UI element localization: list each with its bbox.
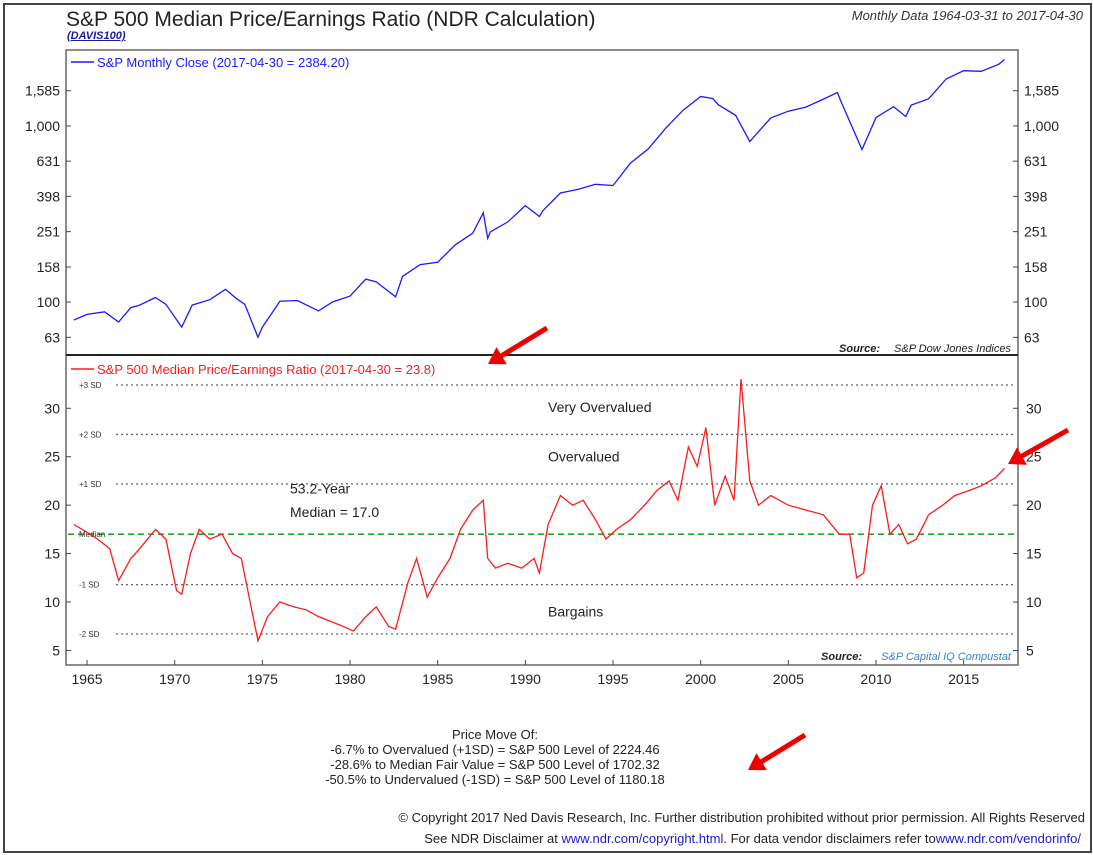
y-tick-label: 63 bbox=[44, 329, 60, 345]
sd-label: Median bbox=[79, 530, 105, 539]
source-label: Source: bbox=[821, 651, 862, 663]
price-move-notes: Price Move Of: -6.7% to Overvalued (+1SD… bbox=[300, 727, 690, 787]
y-tick-label: 100 bbox=[37, 294, 61, 310]
annotation-arrow-icon bbox=[497, 325, 549, 360]
chart-title: S&P 500 Median Price/Earnings Ratio (NDR… bbox=[66, 8, 596, 31]
annotation-arrow-icon-head bbox=[1008, 447, 1027, 465]
x-tick-label: 2010 bbox=[860, 671, 891, 687]
x-tick-label: 1975 bbox=[247, 671, 278, 687]
y-tick-label-right: 30 bbox=[1026, 400, 1042, 416]
sd-label: +3 SD bbox=[79, 381, 102, 390]
vendor-link[interactable]: www.ndr.com/vendorinfo/ bbox=[935, 831, 1081, 846]
pe-ratio-line bbox=[73, 379, 1005, 644]
note-line: -6.7% to Overvalued (+1SD) = S&P 500 Lev… bbox=[330, 742, 660, 757]
y-tick-label-right: 1,585 bbox=[1024, 83, 1059, 99]
y-tick-label: 10 bbox=[44, 594, 60, 610]
y-tick-label: 20 bbox=[44, 497, 60, 513]
annotation-arrow-icon-head bbox=[748, 753, 767, 771]
annotation-arrow-icon bbox=[757, 732, 807, 766]
y-tick-label-right: 251 bbox=[1024, 224, 1048, 240]
y-tick-label: 5 bbox=[52, 642, 60, 658]
notes-heading: Price Move Of: bbox=[452, 727, 538, 742]
sd-label: -1 SD bbox=[79, 581, 100, 590]
y-tick-label-right: 158 bbox=[1024, 259, 1048, 275]
x-tick-label: 1970 bbox=[159, 671, 190, 687]
y-tick-label: 25 bbox=[44, 449, 60, 465]
sd-label: +2 SD bbox=[79, 430, 102, 439]
chart-frame bbox=[3, 3, 1092, 853]
y-tick-label-right: 1,000 bbox=[1024, 118, 1059, 134]
y-tick-label: 251 bbox=[37, 224, 61, 240]
y-tick-label-right: 100 bbox=[1024, 294, 1048, 310]
annotation-arrow-icon-head bbox=[488, 347, 507, 365]
median-note: 53.2-Year bbox=[290, 481, 351, 497]
x-tick-label: 1995 bbox=[597, 671, 628, 687]
x-tick-label: 2015 bbox=[948, 671, 979, 687]
y-tick-label: 398 bbox=[37, 188, 61, 204]
y-tick-label-right: 5 bbox=[1026, 642, 1034, 658]
legend-pe: S&P 500 Median Price/Earnings Ratio (201… bbox=[97, 362, 435, 377]
ticker-link[interactable]: (DAVIS100) bbox=[67, 30, 126, 42]
sp500-line bbox=[73, 58, 1005, 339]
x-tick-label: 2005 bbox=[773, 671, 804, 687]
y-tick-label-right: 10 bbox=[1026, 594, 1042, 610]
note-line: -28.6% to Median Fair Value = S&P 500 Le… bbox=[330, 757, 660, 772]
y-tick-label-right: 20 bbox=[1026, 497, 1042, 513]
y-tick-label: 1,000 bbox=[25, 118, 60, 134]
disclaimer: See NDR Disclaimer at www.ndr.com/copyri… bbox=[424, 831, 1081, 846]
y-tick-label-right: 631 bbox=[1024, 153, 1048, 169]
y-tick-label: 15 bbox=[44, 546, 60, 562]
disclaimer-mid: . For data vendor disclaimers refer to bbox=[723, 831, 936, 846]
y-tick-label: 1,585 bbox=[25, 83, 60, 99]
annotation-arrow-icon bbox=[1017, 427, 1070, 460]
zone-label: Bargains bbox=[548, 603, 603, 619]
y-tick-label: 30 bbox=[44, 400, 60, 416]
y-tick-label: 158 bbox=[37, 259, 61, 275]
legend-sp500: S&P Monthly Close (2017-04-30 = 2384.20) bbox=[97, 55, 349, 70]
y-tick-label-right: 15 bbox=[1026, 546, 1042, 562]
x-tick-label: 1965 bbox=[71, 671, 102, 687]
x-tick-label: 1985 bbox=[422, 671, 453, 687]
x-tick-label: 2000 bbox=[685, 671, 716, 687]
y-tick-label-right: 63 bbox=[1024, 329, 1040, 345]
disclaimer-prefix: See NDR Disclaimer at bbox=[424, 831, 562, 846]
note-line: -50.5% to Undervalued (-1SD) = S&P 500 L… bbox=[325, 772, 665, 787]
source-label: Source: bbox=[839, 343, 880, 355]
sd-label: +1 SD bbox=[79, 480, 102, 489]
x-tick-label: 1990 bbox=[510, 671, 541, 687]
x-tick-label: 1980 bbox=[334, 671, 365, 687]
source-bottom: S&P Capital IQ Compustat bbox=[881, 651, 1012, 663]
zone-label: Very Overvalued bbox=[548, 399, 652, 415]
y-tick-label-right: 398 bbox=[1024, 188, 1048, 204]
sd-label: -2 SD bbox=[79, 630, 100, 639]
date-range: Monthly Data 1964-03-31 to 2017-04-30 bbox=[851, 8, 1083, 23]
copyright-link[interactable]: www.ndr.com/copyright.html bbox=[561, 831, 724, 846]
median-note: Median = 17.0 bbox=[290, 504, 379, 520]
y-tick-label: 631 bbox=[37, 153, 61, 169]
plot-border bbox=[65, 49, 1019, 666]
copyright: © Copyright 2017 Ned Davis Research, Inc… bbox=[398, 810, 1085, 825]
source-top: S&P Dow Jones Indices bbox=[894, 343, 1011, 355]
zone-label: Overvalued bbox=[548, 448, 620, 464]
